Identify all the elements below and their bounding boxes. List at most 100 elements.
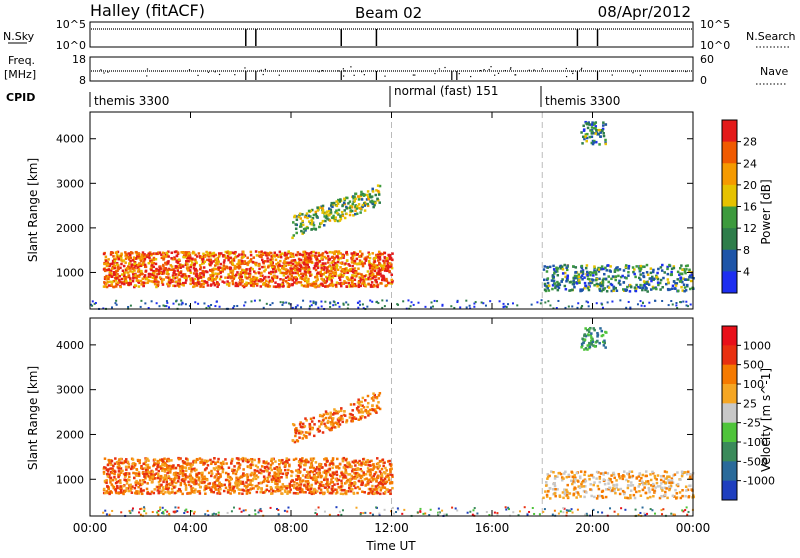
ground-scatter-cell	[547, 300, 549, 302]
echo-cell	[140, 280, 143, 283]
echo-cell	[345, 481, 348, 484]
echo-cell	[362, 263, 365, 266]
echo-cell	[308, 259, 311, 262]
echo-cell	[550, 470, 553, 473]
echo-cell	[211, 472, 214, 475]
echo-cell	[614, 279, 617, 282]
echo-cell	[296, 470, 299, 473]
echo-cell	[381, 275, 384, 278]
echo-cell	[564, 493, 567, 496]
echo-cell	[122, 270, 125, 273]
echo-cell	[389, 266, 392, 269]
echo-cell	[622, 288, 625, 291]
echo-cell	[666, 475, 669, 478]
ground-scatter-cell	[601, 303, 603, 305]
echo-cell	[286, 492, 289, 495]
echo-cell	[155, 276, 158, 279]
echo-cell	[560, 280, 563, 283]
echo-cell	[603, 273, 606, 276]
freq-frame	[90, 57, 693, 81]
echo-cell	[155, 286, 158, 289]
echo-cell	[279, 278, 282, 281]
echo-cell	[304, 277, 307, 280]
ground-scatter-cell	[219, 306, 221, 308]
echo-cell	[229, 266, 232, 269]
echo-cell	[653, 490, 656, 493]
echo-cell	[251, 268, 254, 271]
echo-cell	[290, 475, 293, 478]
echo-cell	[295, 223, 298, 226]
echo-cell	[114, 260, 117, 263]
echo-cell	[153, 272, 156, 275]
echo-cell	[254, 485, 257, 488]
echo-cell	[134, 274, 137, 277]
ground-scatter-cell	[345, 301, 347, 303]
echo-cell	[684, 278, 687, 281]
echo-cell	[367, 203, 370, 206]
echo-cell	[212, 255, 215, 258]
echo-cell	[313, 467, 316, 470]
echo-cell	[613, 484, 616, 487]
echo-cell	[646, 290, 649, 293]
echo-cell	[260, 488, 263, 491]
echo-cell	[167, 475, 170, 478]
echo-cell	[647, 274, 650, 277]
echo-cell	[614, 275, 617, 278]
echo-cell	[583, 485, 586, 488]
echo-cell	[121, 282, 124, 285]
echo-cell	[365, 278, 368, 281]
echo-cell	[210, 261, 213, 264]
echo-cell	[210, 488, 213, 491]
echo-cell	[120, 252, 123, 255]
echo-cell	[340, 410, 343, 413]
echo-cell	[155, 252, 158, 255]
echo-cell	[657, 284, 660, 287]
echo-cell	[259, 491, 262, 494]
echo-cell	[643, 276, 646, 279]
ground-scatter-cell	[396, 303, 398, 305]
echo-cell	[217, 476, 220, 479]
echo-cell	[339, 266, 342, 269]
echo-cell	[114, 462, 117, 465]
echo-cell	[323, 215, 326, 218]
echo-cell	[219, 263, 222, 266]
echo-cell	[365, 258, 368, 261]
echo-cell	[238, 265, 241, 268]
echo-cell	[544, 265, 547, 268]
echo-cell	[155, 468, 158, 471]
echo-cell	[331, 256, 334, 258]
freq-dot	[566, 68, 567, 69]
echo-cell	[339, 216, 342, 219]
ground-scatter-cell	[156, 302, 158, 304]
echo-cell	[391, 474, 394, 477]
echo-cell	[661, 286, 664, 289]
echo-cell	[273, 276, 276, 279]
cpid-label: CPID	[6, 91, 35, 104]
ground-scatter-cell	[347, 304, 349, 306]
echo-cell	[580, 470, 583, 473]
echo-cell	[254, 469, 257, 472]
echo-cell	[288, 465, 291, 468]
echo-cell	[325, 476, 328, 479]
echo-cell	[221, 280, 224, 283]
echo-cell	[109, 481, 112, 484]
echo-cell	[664, 470, 667, 473]
ground-scatter-cell	[144, 302, 146, 304]
freq-dot	[672, 71, 673, 72]
echo-cell	[356, 475, 359, 478]
echo-cell	[609, 265, 612, 268]
echo-cell	[316, 278, 319, 281]
echo-cell	[122, 493, 125, 496]
echo-cell	[193, 491, 196, 494]
echo-cell	[296, 262, 299, 265]
echo-cell	[359, 211, 362, 214]
echo-cell	[310, 477, 313, 480]
echo-cell	[244, 271, 247, 274]
ground-scatter-cell	[682, 301, 684, 303]
echo-cell	[264, 251, 267, 254]
echo-cell	[680, 286, 683, 289]
ground-scatter-cell	[413, 304, 415, 306]
colorbar-tick-label: 16	[743, 201, 757, 214]
echo-cell	[635, 477, 638, 480]
echo-cell	[182, 474, 185, 477]
